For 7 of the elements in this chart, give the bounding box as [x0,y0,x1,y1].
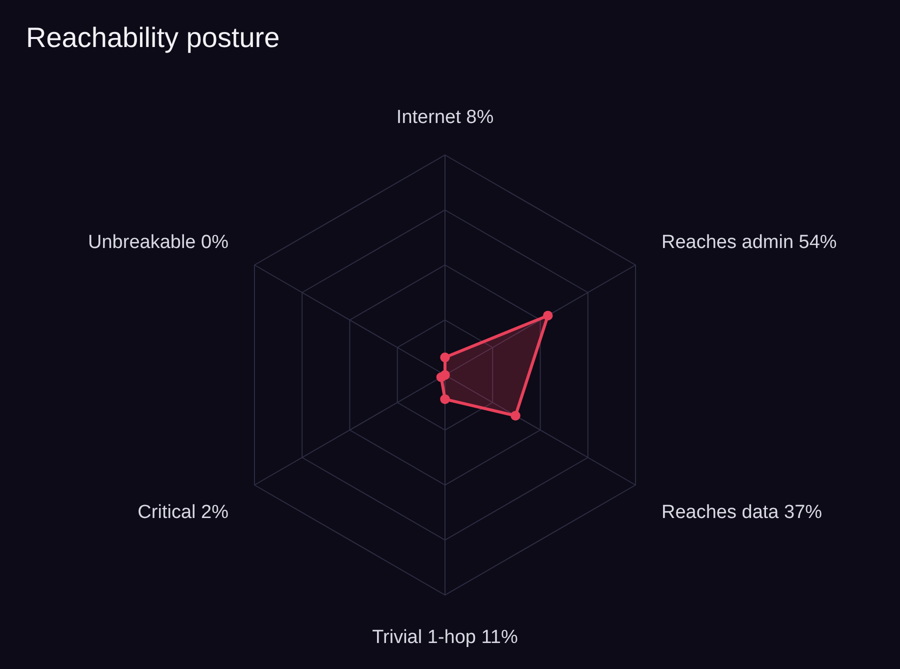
spoke-label: Reaches data 37% [662,502,822,523]
chart-title: Reachability posture [26,22,280,53]
spoke-label: Critical 2% [138,502,229,523]
spoke-label: Internet 8% [396,107,494,128]
spoke-label: Unbreakable 0% [88,232,229,253]
spoke-label: Trivial 1-hop 11% [372,627,518,648]
spoke-label: Reaches admin 54% [662,232,837,253]
